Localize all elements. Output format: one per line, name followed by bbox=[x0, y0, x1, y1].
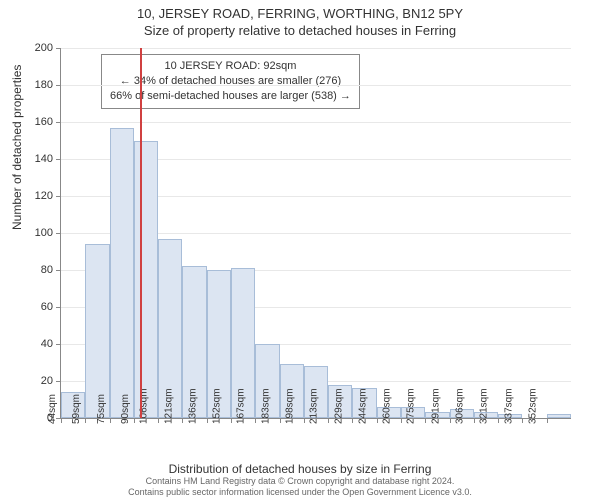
x-tick-label: 306sqm bbox=[454, 388, 465, 424]
y-tick-label: 200 bbox=[35, 42, 53, 54]
grid-line bbox=[61, 85, 571, 86]
annotation-line1: 10 JERSEY ROAD: 92sqm bbox=[110, 59, 351, 74]
x-tick-label: 352sqm bbox=[527, 388, 538, 424]
x-tick bbox=[182, 418, 183, 423]
x-tick bbox=[425, 418, 426, 423]
x-tick bbox=[352, 418, 353, 423]
y-tick bbox=[56, 344, 61, 345]
x-tick-label: 229sqm bbox=[333, 388, 344, 424]
x-tick bbox=[328, 418, 329, 423]
x-tick-label: 167sqm bbox=[236, 388, 247, 424]
x-axis-title: Distribution of detached houses by size … bbox=[0, 462, 600, 476]
y-tick-label: 20 bbox=[41, 375, 53, 387]
x-tick bbox=[134, 418, 135, 423]
x-tick-label: 152sqm bbox=[212, 388, 223, 424]
x-tick-label: 291sqm bbox=[430, 388, 441, 424]
y-tick-label: 100 bbox=[35, 227, 53, 239]
x-tick bbox=[522, 418, 523, 423]
x-tick bbox=[280, 418, 281, 423]
x-tick bbox=[401, 418, 402, 423]
grid-line bbox=[61, 122, 571, 123]
y-tick-label: 40 bbox=[41, 338, 53, 350]
grid-line bbox=[61, 48, 571, 49]
x-tick bbox=[231, 418, 232, 423]
y-tick-label: 160 bbox=[35, 116, 53, 128]
x-tick-label: 121sqm bbox=[163, 388, 174, 424]
x-tick bbox=[61, 418, 62, 423]
x-tick-label: 213sqm bbox=[309, 388, 320, 424]
histogram-bar bbox=[134, 141, 158, 419]
y-tick bbox=[56, 122, 61, 123]
histogram-bar bbox=[85, 244, 109, 418]
annotation-line3: 66% of semi-detached houses are larger (… bbox=[110, 89, 351, 104]
x-tick-label: 275sqm bbox=[406, 388, 417, 424]
x-tick-label: 44sqm bbox=[47, 394, 58, 424]
x-tick bbox=[110, 418, 111, 423]
x-tick-label: 321sqm bbox=[479, 388, 490, 424]
annotation-line2: ← 34% of detached houses are smaller (27… bbox=[110, 74, 351, 89]
y-axis-title: Number of detached properties bbox=[10, 65, 24, 230]
footer-line1: Contains HM Land Registry data © Crown c… bbox=[0, 476, 600, 487]
y-tick bbox=[56, 196, 61, 197]
y-tick bbox=[56, 85, 61, 86]
x-tick-label: 244sqm bbox=[357, 388, 368, 424]
chart-footer: Contains HM Land Registry data © Crown c… bbox=[0, 476, 600, 498]
x-tick-label: 136sqm bbox=[187, 388, 198, 424]
y-tick bbox=[56, 233, 61, 234]
y-tick bbox=[56, 270, 61, 271]
x-tick-label: 90sqm bbox=[120, 394, 131, 424]
y-tick-label: 140 bbox=[35, 153, 53, 165]
x-tick bbox=[474, 418, 475, 423]
x-tick bbox=[498, 418, 499, 423]
y-tick-label: 80 bbox=[41, 264, 53, 276]
x-tick bbox=[158, 418, 159, 423]
x-tick bbox=[85, 418, 86, 423]
y-tick-label: 180 bbox=[35, 79, 53, 91]
histogram-bar bbox=[110, 128, 134, 418]
x-tick bbox=[450, 418, 451, 423]
marker-line bbox=[140, 48, 142, 418]
chart-subtitle: Size of property relative to detached ho… bbox=[0, 21, 600, 38]
y-tick bbox=[56, 48, 61, 49]
y-tick bbox=[56, 307, 61, 308]
x-tick-label: 183sqm bbox=[260, 388, 271, 424]
x-tick bbox=[377, 418, 378, 423]
y-tick-label: 60 bbox=[41, 301, 53, 313]
y-tick bbox=[56, 159, 61, 160]
footer-line2: Contains public sector information licen… bbox=[0, 487, 600, 498]
histogram-bar bbox=[547, 414, 571, 418]
x-tick bbox=[547, 418, 548, 423]
x-tick bbox=[304, 418, 305, 423]
y-tick-label: 120 bbox=[35, 190, 53, 202]
chart-plot-area: 10 JERSEY ROAD: 92sqm ← 34% of detached … bbox=[60, 48, 571, 419]
x-tick-label: 337sqm bbox=[503, 388, 514, 424]
x-tick-label: 198sqm bbox=[284, 388, 295, 424]
x-tick bbox=[255, 418, 256, 423]
chart-title: 10, JERSEY ROAD, FERRING, WORTHING, BN12… bbox=[0, 0, 600, 21]
x-tick-label: 260sqm bbox=[382, 388, 393, 424]
x-tick-label: 75sqm bbox=[96, 394, 107, 424]
x-tick-label: 59sqm bbox=[71, 394, 82, 424]
y-tick bbox=[56, 381, 61, 382]
x-tick bbox=[207, 418, 208, 423]
